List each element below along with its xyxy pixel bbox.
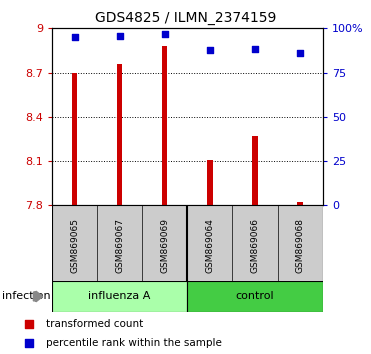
Bar (117, 64, 122, 205)
Bar (207, 160, 213, 205)
Text: GSM869069: GSM869069 (160, 218, 169, 273)
Point (26, 321, 32, 327)
Text: GSM869068: GSM869068 (296, 218, 305, 273)
Point (162, 31, 168, 36)
Text: GSM869065: GSM869065 (70, 218, 79, 273)
Text: GSM869064: GSM869064 (206, 218, 214, 273)
Text: control: control (236, 291, 275, 302)
Text: GDS4825 / ILMN_2374159: GDS4825 / ILMN_2374159 (95, 11, 276, 25)
Text: influenza A: influenza A (88, 291, 151, 302)
Bar (52, 281, 187, 312)
Point (26, 340, 32, 346)
Text: infection: infection (2, 291, 50, 302)
Text: percentile rank within the sample: percentile rank within the sample (46, 338, 222, 348)
Bar (72, 73, 77, 205)
Point (252, 46, 258, 52)
Point (72, 34, 78, 40)
Bar (298, 202, 303, 205)
Bar (187, 281, 323, 312)
Bar (252, 136, 258, 205)
Text: transformed count: transformed count (46, 319, 143, 329)
Bar (162, 46, 167, 205)
Point (297, 50, 303, 56)
Point (117, 34, 123, 39)
Text: GSM869067: GSM869067 (115, 218, 124, 273)
Point (207, 47, 213, 52)
Text: GSM869066: GSM869066 (250, 218, 260, 273)
